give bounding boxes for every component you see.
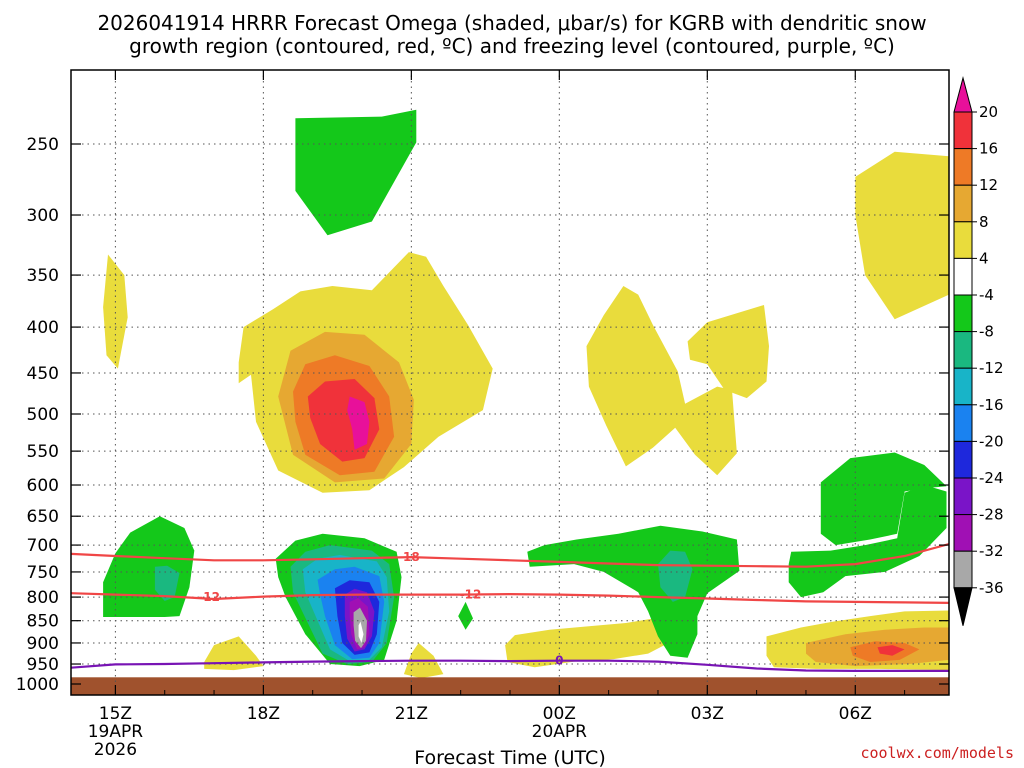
colorbar-swatch-10 (953, 440, 973, 479)
omega-region-28 (820, 452, 947, 546)
y-tick-label-550: 550 (27, 442, 59, 462)
omega-region-6 (347, 396, 370, 450)
omega-region-0 (295, 109, 417, 236)
terrain-fill (71, 677, 949, 695)
colorbar-label-1: 16 (979, 140, 998, 158)
x-tick-date-24: 20APR (532, 722, 588, 742)
pressure-axis: 2503003504004505005506006507007508008509… (16, 135, 949, 695)
y-tick-label-350: 350 (27, 266, 59, 286)
colorbar-swatch-8 (953, 367, 973, 406)
contour-line--18 (71, 542, 949, 568)
x-tick-date-15: 19APR (88, 722, 144, 742)
colorbar-swatch-4 (953, 221, 973, 259)
omega-region-10 (103, 516, 195, 617)
y-tick-label-300: 300 (27, 206, 59, 226)
contour-label--18-0: 18 (403, 550, 420, 564)
colorbar-label-4: 4 (979, 249, 989, 267)
colorbar-swatch-13 (953, 550, 973, 589)
y-tick-label-900: 900 (27, 634, 59, 654)
omega-colorbar: 20 16 12 8 4 -4 -8 -12 -16 -20 -24 -28 -32 -36 (953, 76, 1004, 626)
temperature-contours (71, 542, 949, 672)
omega-region-7 (586, 286, 737, 476)
y-tick-label-800: 800 (27, 588, 59, 608)
omega-region-1 (103, 254, 128, 369)
x-tick-label-15: 15Z (99, 704, 132, 724)
omega-region-32 (877, 645, 905, 656)
omega-region-11 (154, 565, 180, 601)
omega-region-20 (358, 621, 364, 643)
y-tick-label-700: 700 (27, 536, 59, 556)
y-tick-label-750: 750 (27, 563, 59, 583)
colorbar-label-6: -8 (979, 323, 994, 341)
contour-label--12-1: -12 (460, 588, 482, 602)
y-tick-label-600: 600 (27, 476, 59, 496)
y-tick-label-450: 450 (27, 364, 59, 384)
y-tick-label-500: 500 (27, 405, 59, 425)
y-tick-label-250: 250 (27, 135, 59, 155)
contour-label-0-0: 0 (555, 654, 563, 668)
colorbar-label-11: -28 (979, 506, 1004, 524)
y-tick-label-1000: 1000 (16, 675, 59, 695)
chart-title-line-2: growth region (contoured, red, ºC) and f… (129, 34, 895, 58)
contour-line-0 (71, 659, 949, 672)
x-tick-label-21: 21Z (395, 704, 428, 724)
omega-region-23 (458, 601, 473, 630)
contour-line--12 (71, 592, 949, 604)
credit-text: coolwx.com/models (860, 744, 1014, 762)
contour-labels: 18 -12 -12 0 (198, 550, 563, 668)
x-tick-label-30: 06Z (839, 704, 872, 724)
chart-title-line-1: 2026041914 HRRR Forecast Omega (shaded, … (97, 11, 926, 35)
colorbar-label-0: 20 (979, 103, 998, 121)
colorbar-label-7: -12 (979, 359, 1004, 377)
omega-region-24 (505, 616, 683, 668)
colorbar-swatch-1 (953, 111, 973, 150)
colorbar-label-2: 12 (979, 176, 998, 194)
omega-region-8 (687, 305, 769, 399)
y-tick-label-400: 400 (27, 318, 59, 338)
contour-label--12-0: -12 (198, 590, 220, 604)
colorbar-label-12: -32 (979, 542, 1004, 560)
colorbar-label-8: -16 (979, 396, 1004, 414)
colorbar-swatch-5 (953, 257, 973, 296)
colorbar-swatch-2 (953, 148, 973, 186)
omega-shading-layer (103, 109, 949, 679)
x-tick-year-15: 2026 (94, 740, 137, 760)
omega-region-26 (658, 550, 693, 602)
colorbar-label-5: -4 (979, 286, 994, 304)
colorbar-swatch-11 (953, 477, 973, 516)
colorbar-bottom-arrow (953, 587, 973, 626)
terrain-layer (71, 677, 949, 695)
x-tick-label-24: 00Z (543, 704, 576, 724)
omega-region-21 (204, 636, 264, 671)
y-tick-label-950: 950 (27, 655, 59, 675)
x-axis-title: Forecast Time (UTC) (414, 747, 605, 768)
omega-region-27 (788, 485, 947, 598)
x-tick-label-27: 03Z (691, 704, 724, 724)
colorbar-swatch-12 (953, 514, 973, 552)
colorbar-swatch-6 (953, 294, 973, 333)
colorbar-top-arrow (953, 76, 973, 113)
y-tick-label-650: 650 (27, 507, 59, 527)
colorbar-label-13: -36 (979, 579, 1004, 597)
colorbar-label-9: -20 (979, 432, 1004, 450)
colorbar-label-3: 8 (979, 213, 989, 231)
x-tick-label-18: 18Z (247, 704, 280, 724)
colorbar-swatch-7 (953, 331, 973, 369)
dotted-grid (71, 70, 949, 695)
omega-region-9 (855, 151, 949, 320)
y-tick-label-850: 850 (27, 612, 59, 632)
colorbar-label-10: -24 (979, 469, 1004, 487)
colorbar-swatch-9 (953, 404, 973, 442)
colorbar-swatch-3 (953, 184, 973, 223)
